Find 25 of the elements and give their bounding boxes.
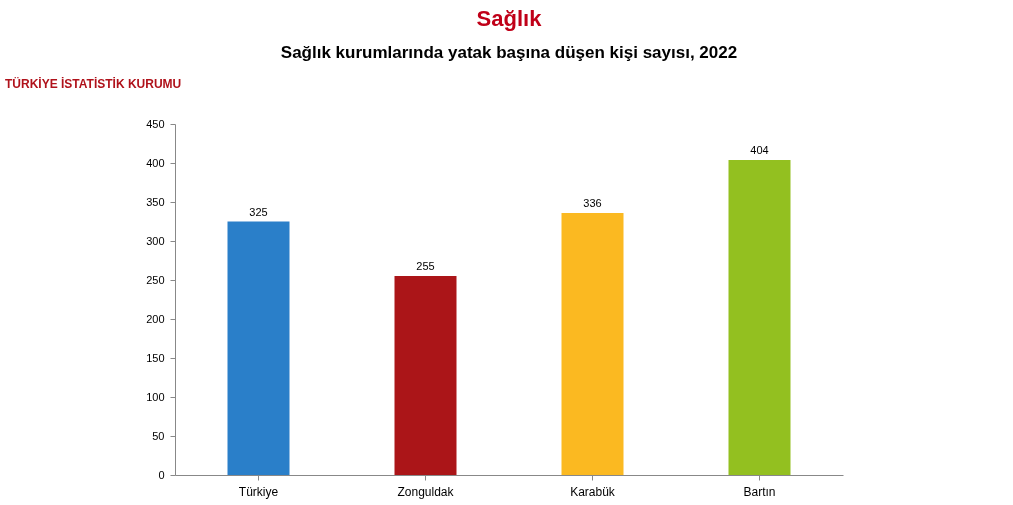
y-tick-label: 150 [146,351,165,364]
text: TÜRKİYE İSTATİSTİK KURUMU [5,76,182,91]
data-label: 336 [583,196,602,209]
bar [227,221,290,475]
y-tick-label: 350 [146,195,165,208]
bar [728,159,791,475]
chart-title: Sağlık [476,6,543,31]
data-label: 325 [249,205,268,218]
data-label: 255 [416,260,435,273]
x-tick-label: Zonguldak [397,484,455,499]
data-label: 404 [750,143,769,156]
y-tick-label: 200 [146,312,165,325]
y-tick-label: 0 [158,468,165,481]
y-tick-label: 400 [146,156,165,169]
y-tick-label: 100 [146,390,165,403]
x-tick-label: Karabük [570,484,616,499]
y-tick-label: 50 [152,429,165,442]
bar [394,276,457,475]
y-tick-label: 450 [146,117,165,130]
x-tick-label: Bartın [743,484,776,499]
bar [561,212,624,475]
y-tick-label: 250 [146,273,165,286]
x-tick-label: Türkiye [238,484,279,499]
y-tick-label: 300 [146,234,165,247]
chart-subtitle: Sağlık kurumlarında yatak başına düşen kişi sayısı, 2022 [280,43,738,62]
